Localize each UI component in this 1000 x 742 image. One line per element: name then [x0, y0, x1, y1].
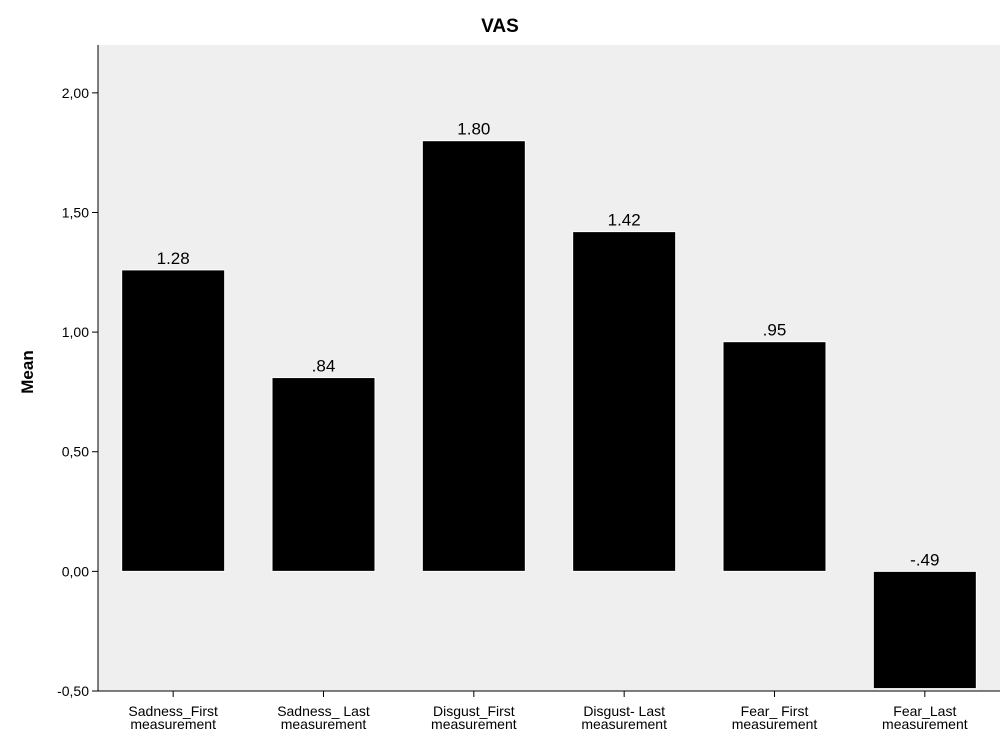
bar-value-label-3: 1.42 [608, 211, 641, 230]
bar-3 [572, 231, 677, 572]
bars-layer [121, 140, 977, 690]
bar-4 [722, 341, 827, 572]
bar-value-label-5: -.49 [910, 550, 939, 569]
x-tick-label-4: Fear_ First measurement [732, 703, 818, 732]
bar-0 [121, 269, 226, 572]
bar-5 [872, 570, 977, 690]
x-tick-label-1: Sadness_ Last measurement [277, 703, 370, 732]
chart-title: VAS [481, 16, 519, 37]
y-tick-label-0: -0,50 [57, 683, 89, 699]
x-tick-label-5: Fear_Last measurement [882, 703, 968, 732]
plot-area [98, 45, 1000, 691]
y-axis-label: Mean [18, 350, 37, 393]
y-tick-label-2: 0,50 [62, 444, 89, 460]
y-tick-label-4: 1,50 [62, 204, 89, 220]
bar-2 [421, 140, 526, 572]
y-tick-label-3: 1,00 [62, 324, 89, 340]
bar-1 [271, 377, 376, 572]
y-axis: -0,50 0,00 0,50 1,00 1,50 2,00 [57, 45, 99, 699]
y-tick-label-1: 0,00 [62, 563, 89, 579]
bar-value-label-1: .84 [312, 357, 336, 376]
value-labels-layer: 1.28 .84 1.80 1.42 .95 -.49 [157, 120, 940, 570]
bar-value-label-0: 1.28 [157, 249, 190, 268]
y-tick-label-5: 2,00 [62, 85, 89, 101]
bar-value-label-2: 1.80 [457, 120, 490, 139]
x-tick-label-0: Sadness_First measurement [128, 703, 218, 732]
x-axis: Sadness_First measurement Sadness_ Last mea… [98, 690, 1000, 732]
x-tick-label-3: Disgust- Last measurement [581, 703, 667, 732]
bar-value-label-4: .95 [763, 321, 787, 340]
x-tick-label-2: Disgust_First measurement [431, 703, 517, 732]
